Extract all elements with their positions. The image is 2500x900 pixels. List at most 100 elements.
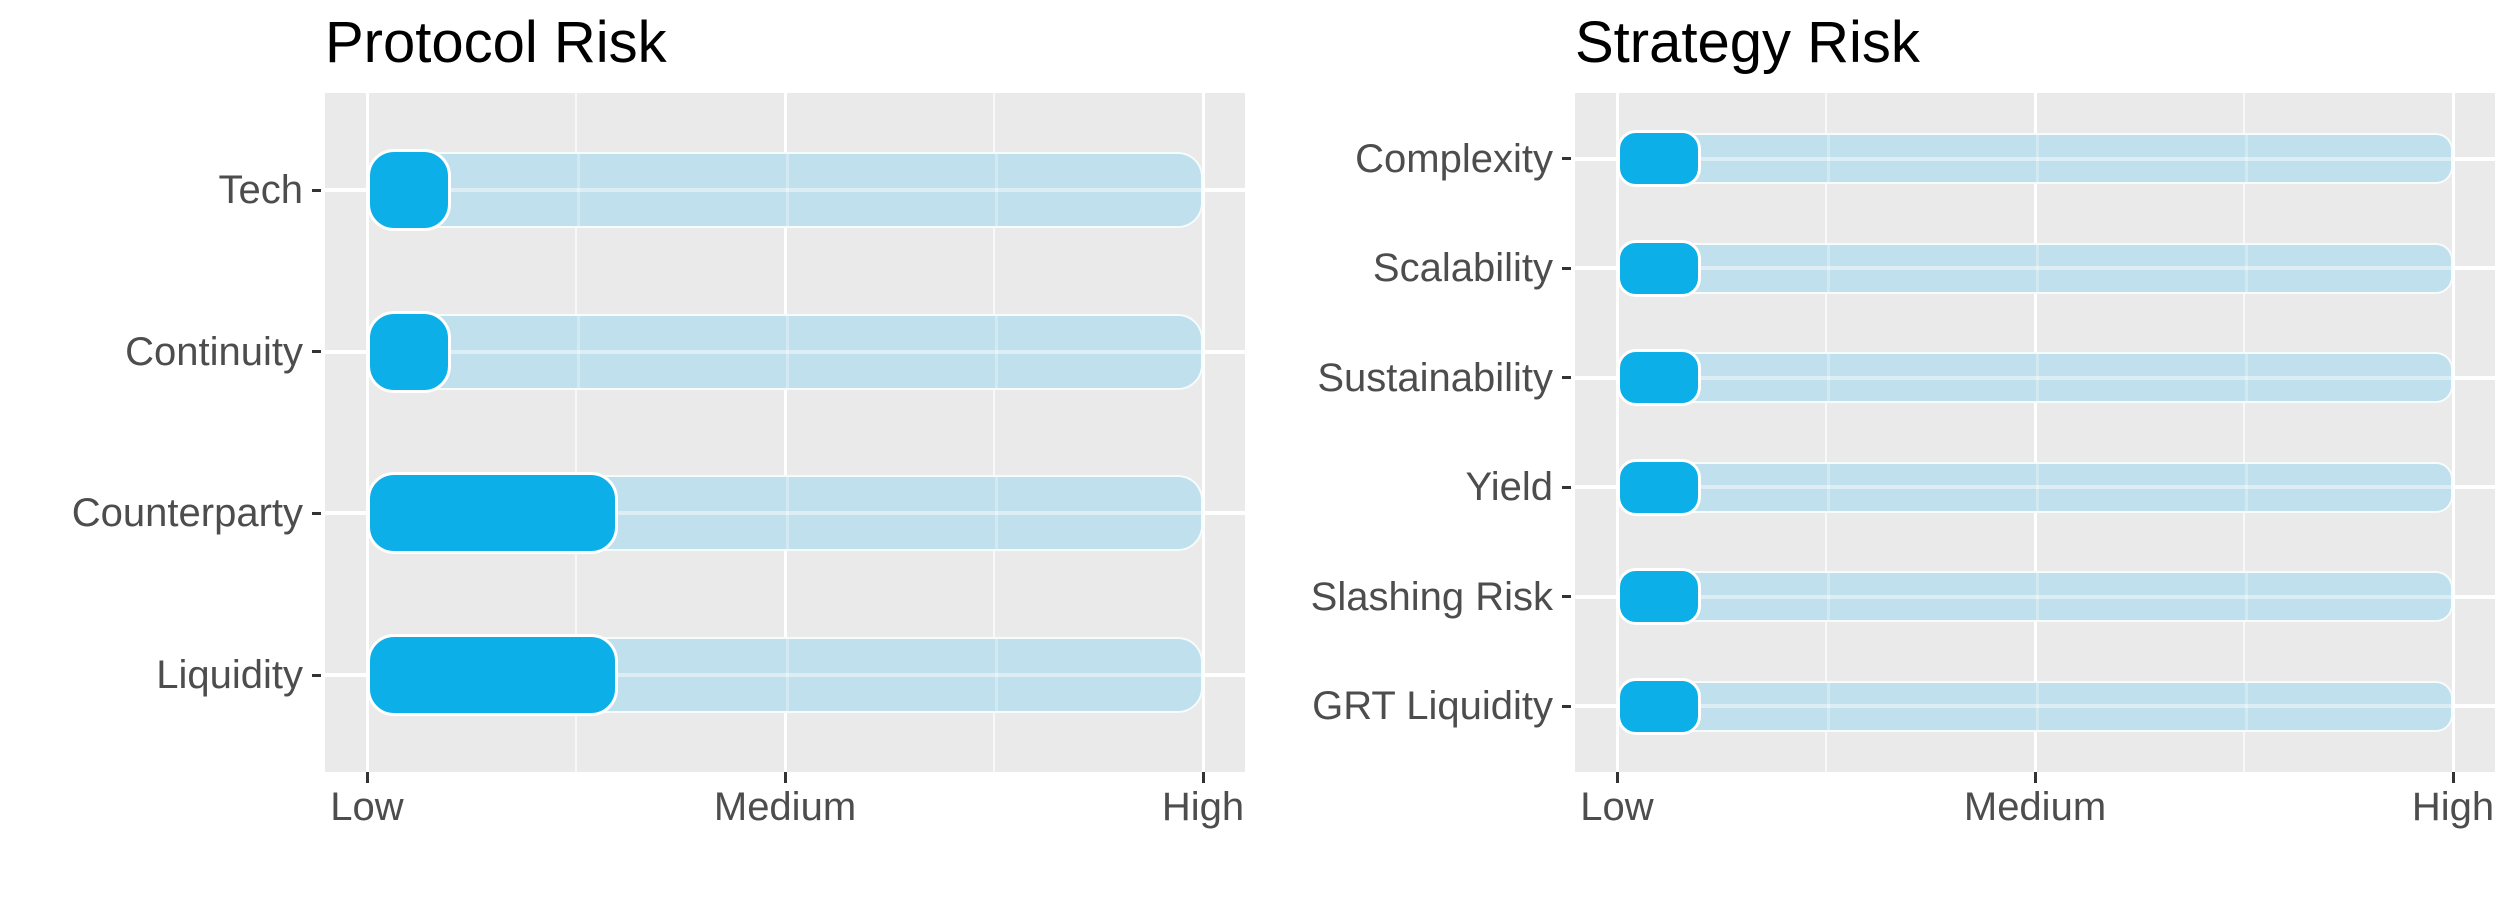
gridline-showthrough-horizontal [1619, 375, 2451, 380]
gridline-vertical-minor [1825, 93, 1827, 772]
risk-bar-track [1617, 680, 2453, 732]
gridline-showthrough-horizontal [1619, 704, 2451, 709]
gridline-showthrough-vertical [994, 639, 998, 711]
gridline-showthrough-vertical [2035, 682, 2039, 730]
gridline-showthrough-vertical [994, 315, 998, 388]
gridline-showthrough-vertical [994, 154, 998, 226]
risk-bar-track [1617, 352, 2453, 404]
protocol-risk-chart: Protocol Risk Tech Continuity Counterparty… [71, 10, 1245, 829]
gridline-showthrough-vertical [2244, 463, 2248, 511]
risk-bar-value [367, 472, 618, 555]
x-axis-tick-mark [2033, 772, 2037, 783]
y-axis-tick-mark [312, 350, 321, 354]
y-axis-tick-mark [1562, 376, 1571, 380]
y-axis-category-label: Tech [218, 168, 304, 212]
gridline-showthrough-vertical [2244, 354, 2248, 402]
gridline-showthrough-vertical [994, 477, 998, 550]
gridline-showthrough-vertical [2244, 682, 2248, 730]
risk-bar-value [367, 310, 451, 393]
risk-bar-value [1617, 677, 1701, 735]
y-axis-tick-mark [1562, 704, 1571, 708]
y-axis-tick-mark [1562, 157, 1571, 161]
risk-bar-value [1617, 568, 1701, 626]
y-axis-tick-mark [1562, 266, 1571, 270]
plot-panel [325, 93, 1245, 772]
gridline-showthrough-horizontal [369, 188, 1201, 192]
risk-bar-track [367, 313, 1203, 390]
gridline-vertical-minor [575, 93, 577, 772]
x-axis-tick-label: Low [330, 785, 404, 829]
gridline-showthrough-vertical [2244, 244, 2248, 292]
chart-title: Protocol Risk [325, 10, 667, 75]
gridline-vertical-minor [2243, 93, 2245, 772]
risk-bar-value [1617, 239, 1701, 297]
gridline-vertical-major [2451, 93, 2455, 772]
y-axis-category-label: Slashing Risk [1310, 574, 1553, 619]
x-axis-tick-mark [365, 772, 369, 783]
y-axis-category-label: Sustainability [1317, 355, 1553, 400]
gridline-showthrough-vertical [1826, 463, 1830, 511]
plot-panel [1575, 93, 2495, 772]
gridline-showthrough-horizontal [1619, 594, 2451, 599]
y-axis-category-label: Yield [1465, 465, 1553, 510]
y-axis-category-label: Complexity [1355, 136, 1553, 181]
x-axis-tick-label: Low [1580, 785, 1654, 829]
gridline-showthrough-vertical [785, 639, 789, 711]
gridline-vertical-major [1201, 93, 1205, 772]
risk-bar-track [367, 152, 1203, 228]
risk-bar-track [1617, 133, 2453, 185]
gridline-showthrough-vertical [2244, 135, 2248, 183]
gridline-showthrough-vertical [1826, 244, 1830, 292]
y-axis-tick-mark [312, 673, 321, 677]
y-axis-category-label: Counterparty [71, 491, 303, 536]
y-axis-tick-mark [312, 511, 321, 515]
risk-bar-value [1617, 349, 1701, 407]
x-axis-tick-label: High [2411, 785, 2495, 829]
gridline-showthrough-vertical [1826, 682, 1830, 730]
x-axis-tick-mark [2451, 772, 2455, 783]
y-axis-category-label: Continuity [125, 329, 303, 374]
x-axis-tick-label: Medium [1963, 785, 2107, 829]
gridline-vertical-major [365, 93, 369, 772]
y-axis-tick-mark [1562, 595, 1571, 599]
gridline-showthrough-horizontal [369, 349, 1201, 354]
y-axis-tick-mark [1562, 485, 1571, 489]
gridline-vertical-minor [993, 93, 995, 772]
gridline-showthrough-vertical [576, 315, 580, 388]
y-axis-tick-mark [312, 188, 321, 192]
x-axis-tick-mark [783, 772, 787, 783]
risk-bar-value [1617, 458, 1701, 516]
gridline-vertical-major [783, 93, 787, 772]
gridline-showthrough-vertical [2035, 354, 2039, 402]
gridline-showthrough-vertical [785, 315, 789, 388]
gridline-showthrough-vertical [2035, 463, 2039, 511]
gridline-showthrough-vertical [1826, 354, 1830, 402]
gridline-showthrough-vertical [785, 477, 789, 550]
risk-bar-value [1617, 130, 1701, 188]
risk-bar-track [1617, 571, 2453, 623]
strategy-risk-chart: Strategy Risk Complexity Scalability Susta… [1250, 0, 2500, 900]
gridline-showthrough-vertical [785, 154, 789, 226]
y-axis-category-label: GRT Liquidity [1312, 684, 1553, 729]
y-axis-category-label: Liquidity [156, 653, 303, 697]
gridline-showthrough-horizontal [369, 511, 1201, 516]
chart-title: Strategy Risk [1575, 10, 1920, 75]
gridline-showthrough-vertical [2244, 573, 2248, 621]
risk-bar-track [1617, 461, 2453, 513]
gridline-vertical-major [2033, 93, 2037, 772]
gridline-vertical-major [1615, 93, 1619, 772]
gridline-showthrough-horizontal [1619, 156, 2451, 161]
gridline-showthrough-vertical [2035, 135, 2039, 183]
x-axis-tick-mark [1615, 772, 1619, 783]
gridline-showthrough-vertical [1826, 573, 1830, 621]
gridline-showthrough-horizontal [1619, 266, 2451, 271]
gridline-showthrough-vertical [576, 154, 580, 226]
gridline-showthrough-horizontal [369, 673, 1201, 677]
x-axis-tick-mark [1201, 772, 1205, 783]
x-axis-tick-label: Medium [713, 785, 857, 829]
y-axis-category-label: Scalability [1372, 246, 1553, 291]
gridline-showthrough-horizontal [1619, 485, 2451, 490]
gridline-showthrough-vertical [2035, 244, 2039, 292]
gridline-showthrough-vertical [2035, 573, 2039, 621]
risk-bar-value [367, 149, 451, 231]
